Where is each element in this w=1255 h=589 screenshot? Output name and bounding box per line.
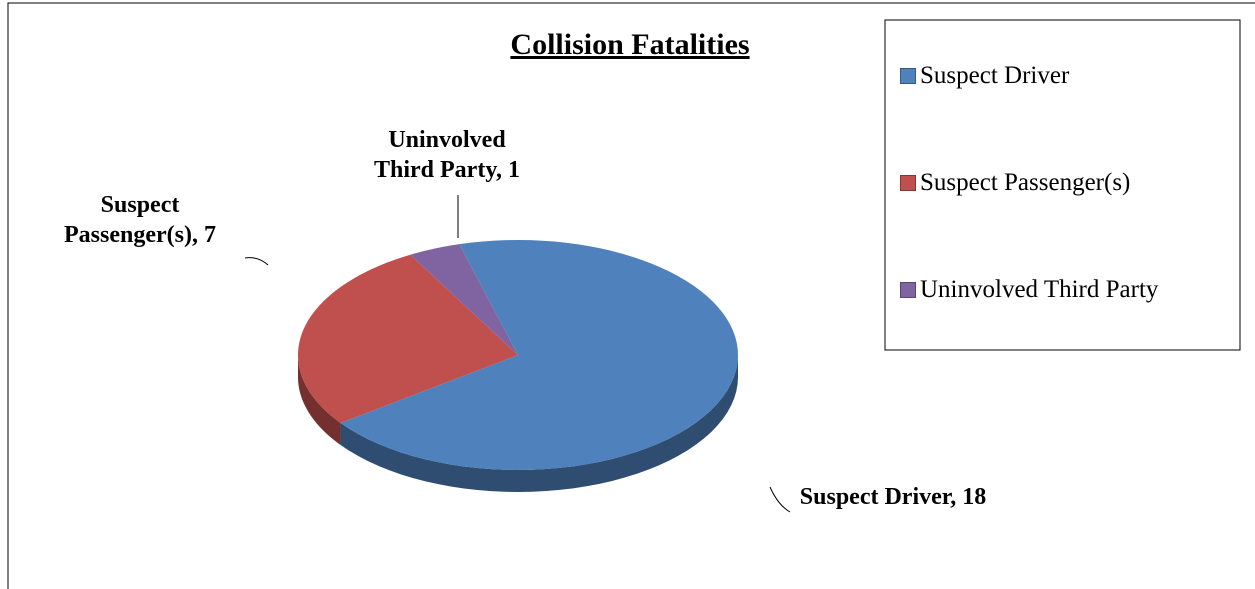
legend-item: Suspect Passenger(s) xyxy=(900,169,1130,197)
pie-slice xyxy=(410,244,518,355)
legend-item: Suspect Driver xyxy=(900,62,1069,90)
legend-box xyxy=(884,19,1241,351)
pie-slice xyxy=(340,240,738,470)
chart-title: Collision Fatalities xyxy=(510,28,750,61)
legend-label: Suspect Driver xyxy=(920,62,1070,89)
chart-border xyxy=(7,2,1255,589)
data-label: Suspect Passenger(s), 7 xyxy=(64,192,216,248)
leader-line xyxy=(769,486,791,513)
pie-side xyxy=(298,355,341,445)
pie xyxy=(298,240,738,492)
data-label: Uninvolved Third Party, 1 xyxy=(373,127,520,183)
legend-label: Uninvolved Third Party xyxy=(920,276,1159,303)
legend-swatch xyxy=(900,282,916,298)
data-label: Suspect Driver, 18 xyxy=(799,484,987,510)
pie-side xyxy=(340,355,738,492)
legend-item: Uninvolved Third Party xyxy=(900,276,1158,304)
legend-swatch xyxy=(900,68,916,84)
pie-slice xyxy=(298,254,518,423)
leader-line xyxy=(244,257,269,266)
legend-label: Suspect Passenger(s) xyxy=(920,169,1131,196)
legend-swatch xyxy=(900,175,916,191)
